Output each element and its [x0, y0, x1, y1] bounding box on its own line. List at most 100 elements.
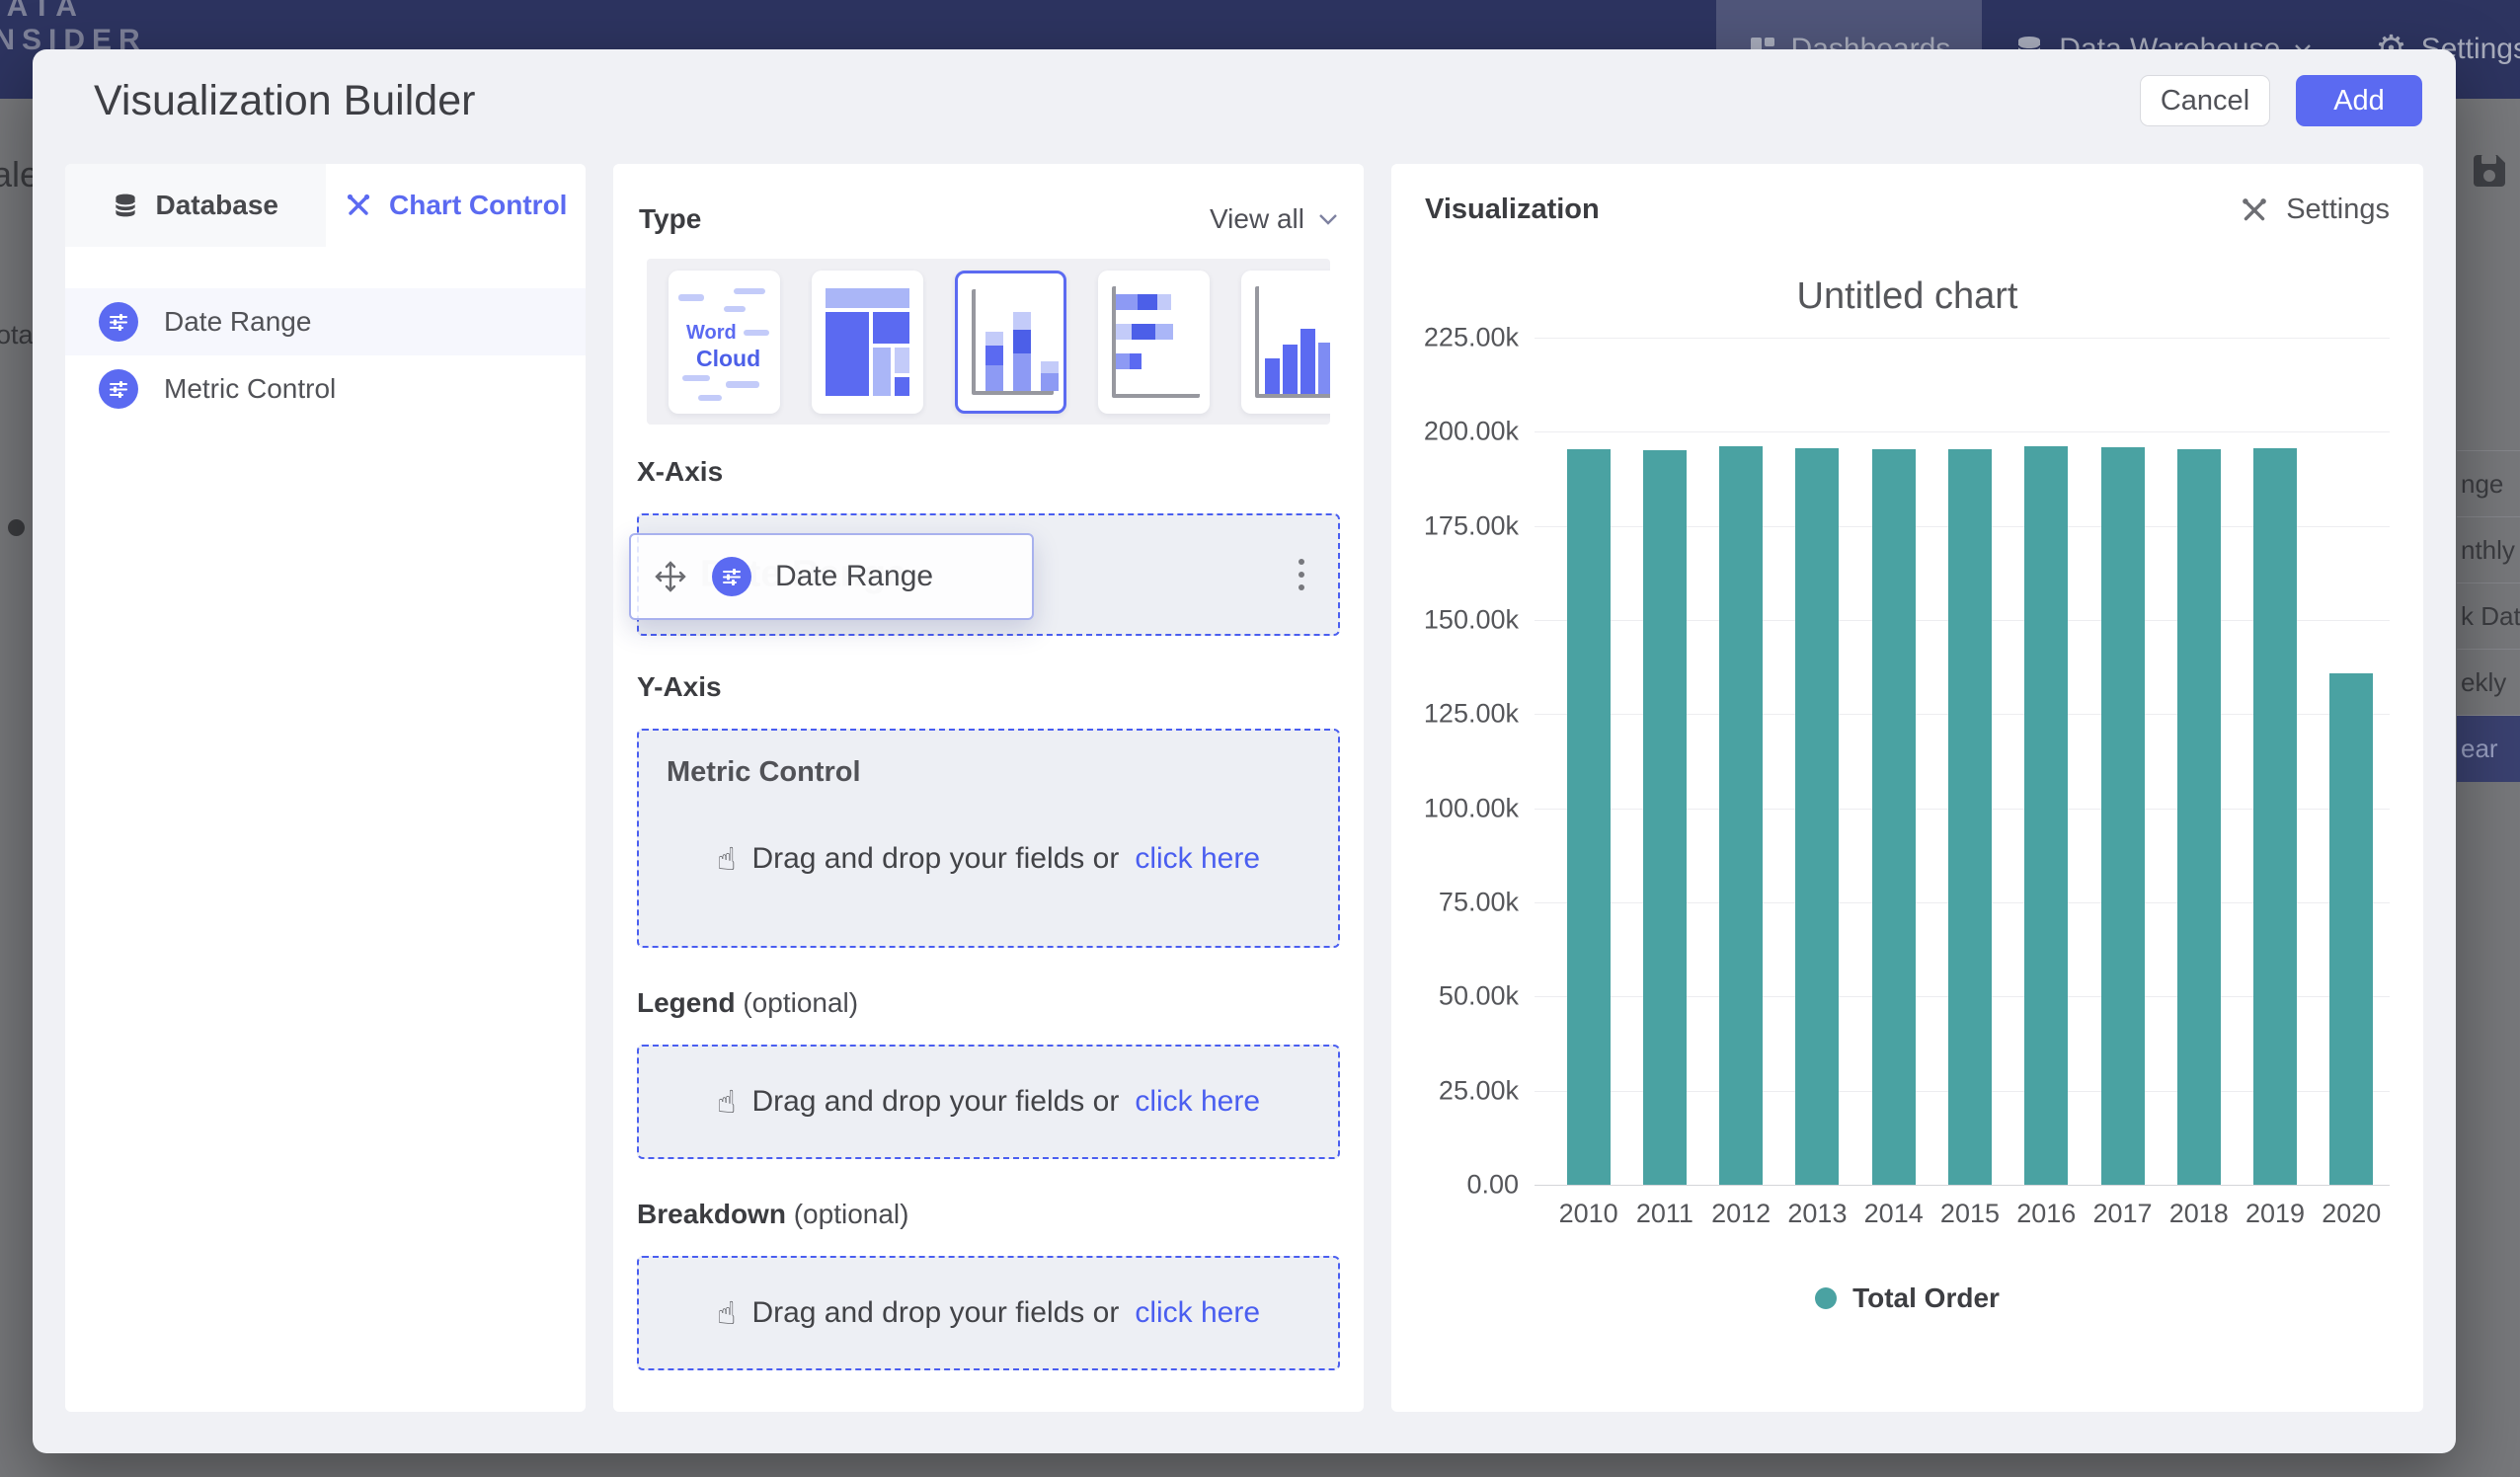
drop-hint-text: Drag and drop your fields or: [751, 1296, 1119, 1330]
background-text-fragment-mid: ota: [0, 320, 34, 350]
visualization-panel: Visualization Settings Untitled chart 22…: [1391, 164, 2423, 1412]
y-axis-labels: 225.00k200.00k175.00k150.00k125.00k100.0…: [1425, 338, 1519, 1185]
y-tick-label: 175.00k: [1424, 510, 1519, 541]
bar-2014: [1872, 449, 1916, 1185]
bar-2015: [1948, 449, 1992, 1186]
y-axis-dropzone[interactable]: Metric Control ☝ Drag and drop your fiel…: [637, 729, 1340, 948]
chart-type-treemap[interactable]: [812, 271, 923, 414]
bar-2016: [2024, 446, 2068, 1185]
x-tick-label: 2015: [1931, 1199, 2008, 1229]
background-list-item: k Date: [2457, 583, 2520, 650]
y-tick-label: 0.00: [1466, 1170, 1519, 1201]
y-tick-label: 225.00k: [1424, 323, 1519, 353]
chart-type-word-cloud[interactable]: Word Cloud: [669, 271, 780, 414]
bar-2013: [1795, 448, 1839, 1185]
chevron-down-icon: [1318, 213, 1338, 226]
click-here-link[interactable]: click here: [1135, 1296, 1260, 1330]
visualization-builder-modal: Visualization Builder Cancel Add Databas…: [33, 49, 2456, 1453]
breakdown-label: Breakdown (optional): [637, 1199, 1340, 1230]
add-button[interactable]: Add: [2296, 75, 2422, 126]
x-tick-label: 2016: [2008, 1199, 2085, 1229]
bar-2012: [1719, 446, 1763, 1185]
chart-area: 225.00k200.00k175.00k150.00k125.00k100.0…: [1425, 338, 2390, 1185]
chart-settings-label: Settings: [2286, 194, 2390, 226]
chart-type-list: Word Cloud: [647, 259, 1330, 425]
field-date-range-label: Date Range: [164, 306, 311, 338]
column-chart-icon: [1255, 286, 1330, 398]
tab-database[interactable]: Database: [65, 164, 326, 247]
x-axis-dropzone[interactable]: Date Range Date Ra: [637, 513, 1340, 636]
drag-hand-icon: ☝: [717, 840, 736, 878]
background-list-item: ekly: [2457, 650, 2520, 716]
y-axis-label: Y-Axis: [637, 671, 1340, 703]
dragged-field-card[interactable]: Date Range: [629, 533, 1034, 620]
drop-hint-text: Drag and drop your fields or: [751, 842, 1119, 876]
builder-panel: Type View all Word Cloud: [613, 164, 1364, 1412]
x-tick-label: 2017: [2085, 1199, 2161, 1229]
bar-2018: [2177, 449, 2221, 1185]
field-list: Date Range Metric Control: [65, 288, 586, 423]
y-tick-label: 150.00k: [1424, 604, 1519, 635]
background-list-item-selected: ear: [2457, 716, 2520, 782]
gridline: [1535, 431, 2390, 432]
y-tick-label: 50.00k: [1439, 981, 1519, 1012]
x-tick-label: 2018: [2161, 1199, 2237, 1229]
y-tick-label: 200.00k: [1424, 417, 1519, 447]
y-tick-label: 75.00k: [1439, 887, 1519, 917]
gridline: [1535, 338, 2390, 339]
tools-icon: [344, 191, 373, 220]
chart-type-stacked-column[interactable]: [955, 271, 1066, 414]
stacked-column-icon: [972, 289, 1054, 395]
x-tick-label: 2013: [1779, 1199, 1855, 1229]
type-label: Type: [639, 203, 701, 235]
bar-2017: [2101, 447, 2145, 1185]
cancel-button[interactable]: Cancel: [2140, 75, 2270, 126]
database-icon: [112, 192, 139, 219]
field-date-range[interactable]: Date Range: [65, 288, 586, 355]
legend-label: Legend (optional): [637, 987, 1340, 1019]
move-icon: [653, 559, 688, 594]
settings-tools-icon: [2239, 194, 2270, 226]
tune-icon: [712, 557, 751, 596]
x-axis-labels: 2010201120122013201420152016201720182019…: [1550, 1199, 2390, 1229]
modal-title: Visualization Builder: [94, 77, 475, 125]
chart-type-stacked-bar[interactable]: [1098, 271, 1210, 414]
background-dropdown-list: nge nthly k Date ekly ear: [2457, 450, 2520, 782]
x-axis-label: X-Axis: [637, 456, 1340, 488]
field-metric-control[interactable]: Metric Control: [65, 355, 586, 423]
bar-2010: [1567, 449, 1611, 1185]
chart-settings-button[interactable]: Settings: [2239, 194, 2390, 226]
background-bullet: [8, 519, 25, 536]
click-here-link[interactable]: click here: [1135, 1085, 1260, 1119]
visualization-header: Visualization: [1425, 194, 1600, 226]
click-here-link[interactable]: click here: [1135, 842, 1260, 876]
chart-legend-item[interactable]: Total Order: [1425, 1283, 2390, 1314]
y-tick-label: 100.00k: [1424, 793, 1519, 823]
tab-chart-control[interactable]: Chart Control: [326, 164, 587, 247]
x-tick-label: 2011: [1626, 1199, 1702, 1229]
chart-plot: [1550, 338, 2390, 1185]
x-tick-label: 2012: [1703, 1199, 1779, 1229]
drag-hand-icon: ☝: [717, 1294, 736, 1332]
y-tick-label: 125.00k: [1424, 699, 1519, 730]
tab-database-label: Database: [155, 190, 278, 221]
legend-dropzone[interactable]: ☝ Drag and drop your fields or click her…: [637, 1045, 1340, 1159]
word-cloud-icon: Word: [686, 322, 737, 345]
x-tick-label: 2020: [2314, 1199, 2390, 1229]
legend-dot-icon: [1815, 1287, 1837, 1309]
legend-series-name: Total Order: [1852, 1283, 2000, 1314]
y-axis-dropzone-title: Metric Control: [667, 756, 1310, 789]
y-tick-label: 25.00k: [1439, 1075, 1519, 1106]
chart-title: Untitled chart: [1425, 275, 2390, 318]
kebab-menu-icon[interactable]: [1299, 559, 1304, 590]
bar-2019: [2253, 448, 2297, 1185]
drop-hint-text: Drag and drop your fields or: [751, 1085, 1119, 1119]
chart-type-column[interactable]: [1241, 271, 1330, 414]
x-tick-label: 2019: [2237, 1199, 2313, 1229]
tab-chart-control-label: Chart Control: [389, 190, 567, 221]
dragged-field-label: Date Range: [775, 560, 933, 593]
tune-icon: [99, 369, 138, 409]
breakdown-dropzone[interactable]: ☝ Drag and drop your fields or click her…: [637, 1256, 1340, 1370]
field-metric-control-label: Metric Control: [164, 373, 336, 405]
view-all-dropdown[interactable]: View all: [1210, 203, 1338, 235]
